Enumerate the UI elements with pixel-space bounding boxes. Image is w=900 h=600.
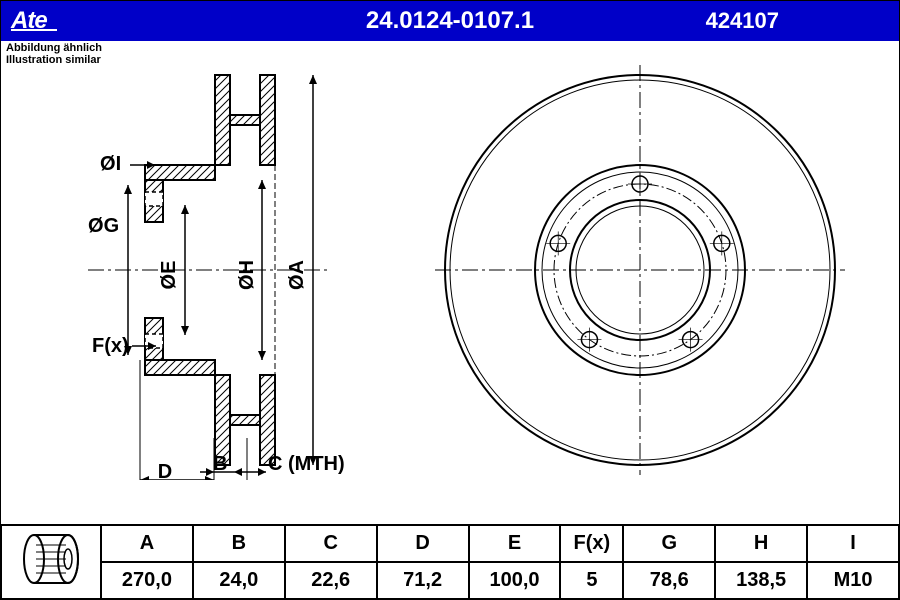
table-value-row: 270,0 24,0 22,6 71,2 100,0 5 78,6 138,5 … — [1, 562, 899, 599]
label-C: C (MTH) — [268, 453, 345, 475]
col-Fx: F(x) — [560, 525, 623, 562]
label-diameter-E: ØE — [158, 261, 180, 290]
val-E: 100,0 — [469, 562, 561, 599]
header-bar: Ate 24.0124-0107.1 424107 — [1, 1, 899, 41]
label-diameter-I: ØI — [100, 153, 121, 175]
label-diameter-H: ØH — [236, 260, 258, 290]
table-header-row: A B C D E F(x) G H I — [1, 525, 899, 562]
val-G: 78,6 — [623, 562, 715, 599]
col-B: B — [193, 525, 285, 562]
label-diameter-A: ØA — [286, 260, 308, 290]
drawing-svg: ØI ØG ØE ØH ØA — [0, 40, 900, 480]
col-C: C — [285, 525, 377, 562]
part-number-alt: 424107 — [706, 8, 779, 34]
dimension-table: A B C D E F(x) G H I 270,0 24,0 22,6 71,… — [0, 524, 900, 600]
brake-disc-icon — [6, 531, 96, 587]
col-I: I — [807, 525, 899, 562]
brand-underline — [11, 29, 57, 31]
val-A: 270,0 — [101, 562, 193, 599]
disc-icon-cell — [1, 525, 101, 599]
col-G: G — [623, 525, 715, 562]
val-I: M10 — [807, 562, 899, 599]
technical-drawing: ØI ØG ØE ØH ØA — [0, 40, 900, 480]
val-H: 138,5 — [715, 562, 807, 599]
val-D: 71,2 — [377, 562, 469, 599]
val-B: 24,0 — [193, 562, 285, 599]
col-D: D — [377, 525, 469, 562]
col-A: A — [101, 525, 193, 562]
dim-table: A B C D E F(x) G H I 270,0 24,0 22,6 71,… — [0, 524, 900, 600]
val-Fx: 5 — [560, 562, 623, 599]
front-view — [435, 65, 845, 475]
val-C: 22,6 — [285, 562, 377, 599]
label-diameter-G: ØG — [88, 215, 119, 237]
col-H: H — [715, 525, 807, 562]
label-D: D — [158, 461, 172, 480]
section-view: ØI ØG ØE ØH ØA — [88, 75, 345, 480]
part-number-main: 24.0124-0107.1 — [366, 7, 534, 35]
label-Fx: F(x) — [92, 335, 129, 357]
col-E: E — [469, 525, 561, 562]
